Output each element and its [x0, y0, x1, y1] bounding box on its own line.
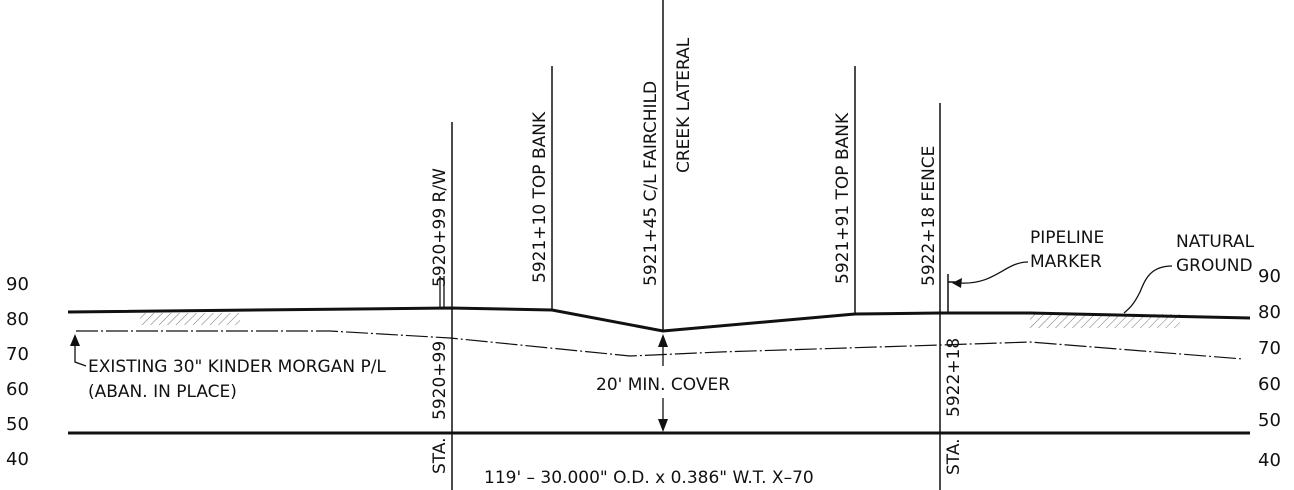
natural-ground-line — [67, 306, 1251, 333]
min-cover-label: 20' MIN. COVER — [596, 375, 730, 395]
top-bank-callout-2: 5921+91 TOP BANK — [833, 112, 853, 284]
elevation-label-left: 40 — [6, 449, 29, 470]
elevation-label-left: 80 — [6, 309, 29, 330]
elevation-label-right: 90 — [1258, 266, 1281, 287]
existing-pipe-leader — [74, 340, 87, 367]
ground-hatch-right — [1030, 314, 1180, 328]
existing-pipe-label-line-2: (ABAN. IN PLACE) — [88, 382, 237, 402]
pipeline-marker-leader — [959, 261, 1029, 284]
natural-ground-leader — [1123, 265, 1173, 314]
elevation-label-right: 70 — [1258, 338, 1281, 359]
natural-ground-label-line-2: GROUND — [1176, 256, 1253, 276]
station-value-left: 5920+99 — [430, 341, 450, 420]
min-cover-arrow-down — [658, 419, 668, 432]
natural-ground-label-line-1: NATURAL — [1176, 232, 1255, 252]
elevation-scale-left: 90 80 70 60 50 40 — [6, 274, 29, 470]
elevation-scale-right: 90 80 70 60 50 40 — [1258, 266, 1281, 471]
pipeline-marker-label-line-1: PIPELINE — [1030, 228, 1104, 248]
elevation-label-left: 90 — [6, 274, 29, 295]
elevation-label-left: 50 — [6, 414, 29, 435]
top-bank-callout-1: 5921+10 TOP BANK — [530, 111, 550, 283]
pipeline-marker-icon — [947, 274, 955, 312]
existing-pipe-label-line-1: EXISTING 30" KINDER MORGAN P/L — [88, 357, 386, 377]
station-value-right: 5922+18 — [944, 338, 964, 417]
existing-pipeline-line — [76, 330, 1244, 360]
min-cover-arrow-up — [658, 334, 668, 347]
rw-callout: 5920+99 R/W — [430, 168, 450, 287]
elevation-label-left: 60 — [6, 379, 29, 400]
fence-callout: 5922+18 FENCE — [919, 146, 939, 286]
elevation-label-right: 40 — [1258, 450, 1281, 471]
centerline-callout-line-1: 5921+45 C/L FAIRCHILD — [641, 81, 661, 286]
rw-marker-icon — [439, 276, 445, 308]
elevation-label-right: 50 — [1258, 410, 1281, 431]
elevation-label-right: 80 — [1258, 302, 1281, 323]
station-prefix-left: STA. — [430, 437, 450, 474]
centerline-callout-line-2: CREEK LATERAL — [674, 37, 694, 173]
pipeline-marker-label-line-2: MARKER — [1030, 252, 1102, 272]
pipe-specification-label: 119' – 30.000" O.D. x 0.386" W.T. X–70 — [484, 468, 814, 488]
elevation-label-right: 60 — [1258, 374, 1281, 395]
station-prefix-right: STA. — [944, 438, 964, 475]
elevation-label-left: 70 — [6, 344, 29, 365]
pipeline-marker-arrowhead — [952, 278, 962, 288]
ground-hatch-left — [140, 313, 240, 325]
existing-pipe-arrowhead — [70, 334, 80, 346]
